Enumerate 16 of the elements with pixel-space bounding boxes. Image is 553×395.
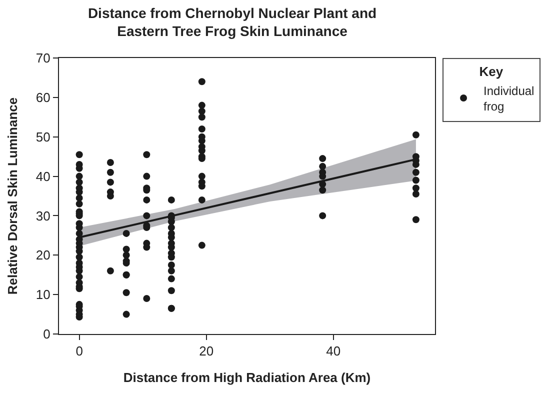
y-tick-label: 40	[36, 168, 50, 184]
y-tick-label: 50	[36, 129, 50, 144]
x-axis-title: Distance from High Radiation Area (Km)	[123, 370, 371, 386]
y-tick-label: 70	[36, 50, 50, 66]
legend-label: Individual frog	[484, 84, 534, 114]
y-tick-label: 20	[36, 248, 50, 263]
y-tick-label: 30	[36, 208, 50, 224]
y-tick-label: 10	[36, 287, 50, 302]
y-axis-title: Relative Dorsal Skin Luminance	[4, 97, 20, 295]
x-tick-label: 0	[76, 344, 83, 359]
legend-title: Key	[479, 64, 504, 79]
x-tick-label: 20	[199, 344, 214, 359]
y-tick-label: 0	[43, 326, 50, 342]
chart-title: Distance from Chernobyl Nuclear Plant and Eastern Tree Frog Skin Luminance	[88, 4, 377, 39]
x-tick-label: 40	[326, 344, 341, 359]
y-tick-label: 60	[36, 90, 50, 105]
